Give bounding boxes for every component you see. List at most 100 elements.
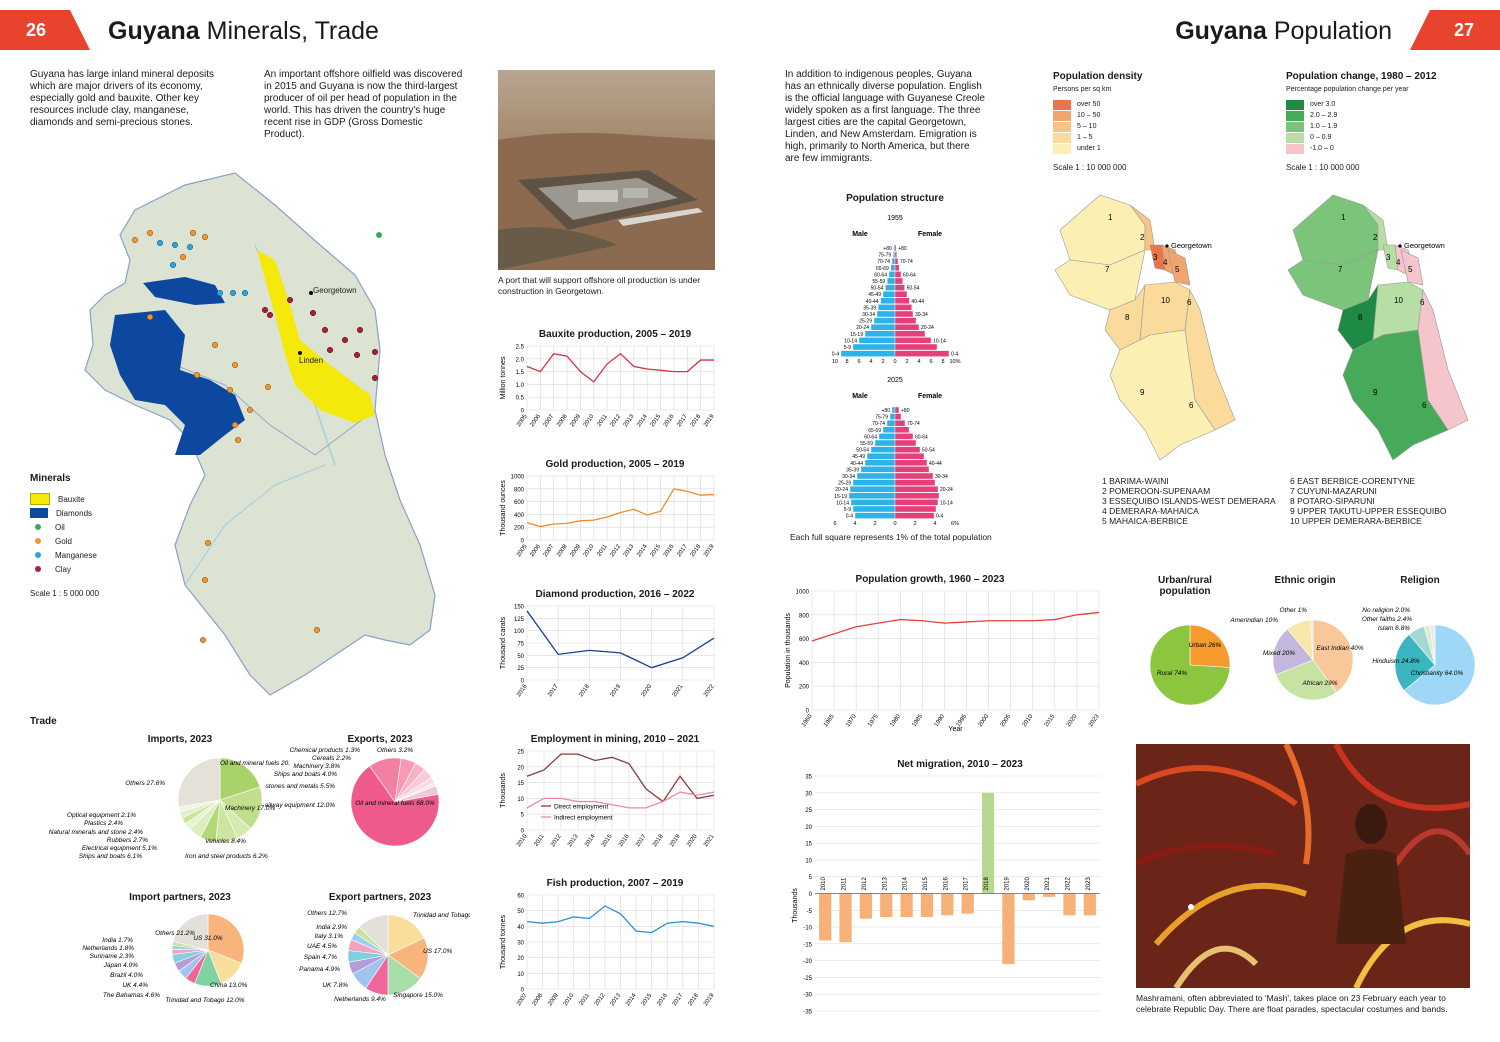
x-tick-label: 2020 — [1066, 713, 1079, 728]
pyramid-age-label: 45-49 — [868, 292, 881, 298]
pie-slice — [219, 786, 263, 830]
pie-slice — [177, 757, 221, 808]
pyramid-age-label: 5-9 — [844, 345, 851, 351]
pyramid-age-label: 70-74 — [872, 421, 885, 427]
pie-label: Suriname 2.3% — [90, 953, 135, 960]
y-tick-label: 50 — [517, 909, 524, 915]
net-migration-chart: -35 -30 -25 -20 -15 -10 -5 0 5 10 15 20 25 30 35 2010 20… — [792, 775, 1100, 1016]
y-tick-label: 0 — [809, 892, 813, 898]
density-legend: over 50 10 – 50 5 – 10 1 – 5 under 1 — [1053, 99, 1101, 154]
pie-label: Trinidad and Tobago 12.0% — [165, 997, 244, 1004]
pyramid-age-label: 65-69 — [876, 266, 889, 272]
x-tick-label: 2015 — [650, 543, 663, 558]
y-axis-label: Million tonnes — [500, 356, 507, 399]
pyramid-tick-label: 0 — [893, 521, 896, 527]
x-tick-label: 2020 — [1025, 876, 1031, 890]
pyramid-age-label: 25-29 — [838, 481, 851, 487]
pyramid-female-bar — [894, 413, 902, 420]
pyramid-age-label: 15-19 — [834, 494, 847, 500]
religion-title: Religion — [1400, 575, 1440, 586]
change-map: 1 2 345 6 6 7 8 9 10 Georgetown — [1287, 194, 1469, 460]
legend-manganese: Manganese — [30, 548, 97, 562]
pyramid-tick-label: 0 — [893, 359, 896, 365]
pie-label: Spain 4.7% — [304, 954, 337, 961]
pyramid-age-label: 70-74 — [900, 259, 913, 265]
pyramid-male-bar — [856, 472, 896, 480]
x-tick-label: 2019 — [1004, 876, 1010, 890]
pyramid-age-label: 30-34 — [842, 474, 855, 480]
y-tick-label: 15 — [517, 781, 524, 787]
x-tick-label: 2016 — [943, 876, 949, 890]
intro-population: In addition to indigenous peoples, Guyan… — [785, 69, 985, 164]
pyramid-age-label: 10-14 — [844, 338, 857, 344]
title-rest: Minerals, Trade — [206, 17, 379, 45]
gold-chart-title: Gold production, 2005 – 2019 — [545, 459, 685, 470]
x-tick-label: 2013 — [623, 413, 636, 428]
diamonds-area-1 — [143, 277, 225, 305]
pie-label: Islam 6.8% — [1378, 625, 1410, 632]
density-subtitle: Persons per sq km — [1053, 86, 1112, 93]
x-tick-label: 2010 — [583, 413, 596, 428]
pyramid-male-bar — [854, 512, 896, 519]
pyramid-age-label: 60-64 — [915, 434, 928, 440]
legend-clay: Clay — [30, 562, 97, 576]
pyramid-male-label: Male — [852, 231, 868, 238]
bar — [839, 893, 852, 943]
bar — [819, 893, 832, 941]
pyramid-tick-label: 10% — [949, 359, 960, 365]
export-partners-title: Export partners, 2023 — [328, 892, 432, 903]
y-tick-label: 0 — [521, 409, 525, 415]
y-tick-label: 25 — [805, 808, 812, 814]
pyramid-male-bar — [852, 505, 896, 513]
y-axis-label: Thousands — [500, 773, 507, 808]
x-tick-label: 2019 — [610, 683, 623, 698]
pyramid-male-bar — [870, 446, 896, 453]
pie-slice — [1312, 619, 1354, 693]
y-tick-label: 40 — [517, 925, 524, 931]
pyramid-male-bar — [882, 426, 896, 433]
x-tick-label: 2011 — [596, 543, 609, 558]
change-legend-row: 1.0 – 1.9 — [1286, 121, 1337, 132]
pie-label: US 31.0% — [193, 935, 222, 942]
pyramid-age-label: +80 — [901, 408, 910, 414]
minerals-map: Georgetown Linden — [75, 165, 440, 705]
x-tick-label: 2015 — [641, 992, 654, 1007]
bar — [981, 792, 995, 894]
x-tick-label: 2014 — [584, 833, 597, 848]
x-tick-label: 1980 — [889, 713, 902, 728]
change-legend-row: 0 – 0.9 — [1286, 132, 1337, 143]
pyramid-age-label: 25-29 — [859, 319, 872, 325]
y-axis-label: Thousand tonnes — [500, 914, 507, 969]
imports-pie: Oil and mineral fuels 20.0% Machinery 17.… — [49, 757, 290, 860]
y-axis-label: Thousands — [792, 888, 799, 923]
pyramid-age-label: 70-74 — [907, 421, 920, 427]
x-tick-label: 2018 — [652, 833, 665, 848]
pie-slice — [1429, 624, 1436, 666]
x-tick-label: 2017 — [964, 876, 970, 890]
x-tick-label: 2010 — [563, 992, 576, 1007]
pyramid-tick-label: 6 — [929, 359, 932, 365]
y-tick-label: 1000 — [511, 475, 525, 481]
urban-rural-title: Urban/rural population — [1158, 575, 1212, 597]
y-tick-label: -15 — [803, 942, 812, 948]
pyramid-age-label: 0-4 — [846, 514, 853, 520]
pie-label: Oil and mineral fuels 68.0% — [355, 800, 435, 807]
pyramid-female-bar — [894, 485, 939, 493]
y-axis-label: Thousand carats — [500, 616, 507, 669]
pyramid-female-bar — [894, 290, 908, 298]
x-tick-label: 2014 — [636, 543, 649, 558]
pyramid-tick-label: 8 — [845, 359, 848, 365]
svg-text:2: 2 — [1140, 233, 1145, 242]
pyramid-male-label: Male — [852, 393, 868, 400]
x-tick-label: 1990 — [934, 713, 947, 728]
bar — [1002, 893, 1015, 964]
pie-label: Ships and boats 6.1% — [79, 853, 142, 860]
x-tick-label: 2012 — [610, 413, 623, 428]
pyramid-male-bar — [892, 251, 896, 258]
y-tick-label: -5 — [807, 909, 813, 915]
trade-title: Trade — [30, 716, 57, 727]
pyramid-female-bar — [894, 446, 921, 453]
region-item: 7 CUYUNI-MAZARUNI — [1290, 486, 1377, 496]
pyramid-age-label: 50-54 — [907, 286, 920, 292]
